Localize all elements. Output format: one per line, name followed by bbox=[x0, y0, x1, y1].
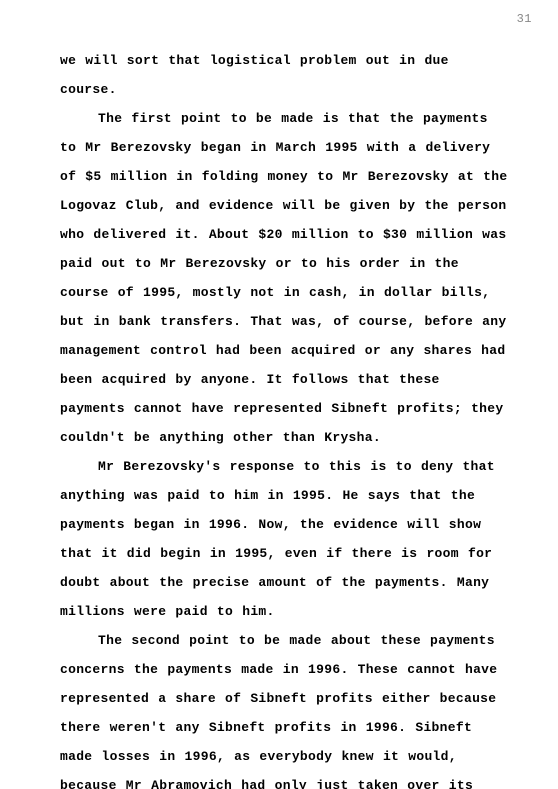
body-text: we will sort that logistical problem out… bbox=[60, 20, 510, 789]
page-number: 31 bbox=[517, 12, 532, 26]
paragraph: The second point to be made about these … bbox=[60, 626, 510, 789]
paragraph: The first point to be made is that the p… bbox=[60, 104, 510, 452]
paragraph-continuation: we will sort that logistical problem out… bbox=[60, 46, 510, 104]
document-page: 31 we will sort that logistical problem … bbox=[0, 0, 558, 789]
paragraph: Mr Berezovsky's response to this is to d… bbox=[60, 452, 510, 626]
